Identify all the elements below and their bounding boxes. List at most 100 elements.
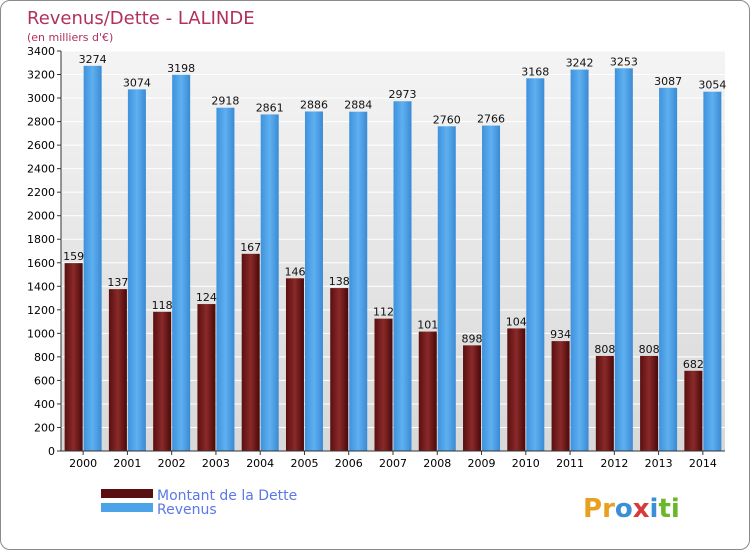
logo-letter: x — [633, 494, 650, 524]
y-tick-label: 2400 — [27, 163, 55, 176]
y-tick-label: 2000 — [27, 210, 55, 223]
gridlines — [61, 50, 725, 452]
bar-dette — [330, 288, 349, 451]
data-label: 898 — [462, 332, 483, 345]
legend-label: Montant de la Dette — [157, 488, 297, 504]
bar-revenus — [570, 69, 589, 452]
x-tick-label: 2005 — [290, 457, 318, 470]
data-label: 808 — [594, 343, 615, 356]
logo-letter: i — [671, 494, 680, 524]
x-tick-label: 2001 — [113, 457, 141, 470]
bar-dette — [640, 355, 659, 451]
proxiti-logo: Proxiti — [583, 494, 680, 524]
bar-dette — [374, 318, 393, 451]
x-tick-label: 2010 — [512, 457, 540, 470]
data-label: 3198 — [167, 62, 195, 75]
bar-revenus — [703, 91, 722, 452]
bar-dette — [108, 289, 127, 451]
bar-revenus — [659, 87, 678, 451]
bar-revenus — [83, 65, 102, 451]
x-tick-label: 2000 — [69, 457, 97, 470]
data-label: 3253 — [610, 55, 638, 68]
bar-dette — [64, 263, 83, 451]
logo-letter: i — [650, 494, 659, 524]
x-tick-label: 2007 — [379, 457, 407, 470]
bar-revenus — [260, 114, 279, 451]
data-label: 2884 — [344, 99, 372, 112]
y-tick-label: 1800 — [27, 233, 55, 246]
x-tick-label: 2013 — [645, 457, 673, 470]
data-label: 167 — [240, 241, 261, 254]
x-tick-label: 2012 — [600, 457, 628, 470]
data-label: 101 — [417, 319, 438, 332]
x-tick-label: 2006 — [335, 457, 363, 470]
bar-revenus — [526, 78, 545, 451]
x-tick-label: 2004 — [246, 457, 274, 470]
y-tick-label: 1600 — [27, 257, 55, 270]
logo-letter: o — [615, 494, 633, 524]
x-tick-label: 2002 — [158, 457, 186, 470]
logo-letter: t — [658, 494, 670, 524]
y-tick-label: 1200 — [27, 304, 55, 317]
data-label: 3242 — [566, 57, 594, 70]
x-tick-label: 2014 — [689, 457, 717, 470]
data-label: 3074 — [123, 76, 151, 89]
x-tick-label: 2008 — [423, 457, 451, 470]
data-label: 682 — [683, 358, 704, 371]
data-label: 2918 — [211, 95, 239, 108]
chart-subtitle: (en milliers d'€) — [27, 31, 113, 44]
bar-dette — [595, 355, 614, 451]
bar-revenus — [482, 125, 501, 452]
bar-dette — [241, 253, 260, 451]
bar-revenus — [216, 107, 235, 452]
bar-dette — [551, 341, 570, 451]
data-label: 3054 — [698, 79, 726, 92]
y-tick-label: 1400 — [27, 280, 55, 293]
data-label: 104 — [506, 315, 527, 328]
data-label: 2973 — [389, 88, 417, 101]
data-label: 2886 — [300, 98, 328, 111]
bar-dette — [153, 311, 172, 451]
legend-swatch — [101, 503, 153, 512]
y-tick-label: 0 — [48, 445, 55, 458]
axes: 0 200 400 600 800 1000 1200 1400 1600 1800 2000 220… — [27, 45, 725, 470]
data-label: 3274 — [79, 53, 107, 66]
bar-revenus — [349, 111, 368, 452]
data-label: 159 — [63, 250, 84, 263]
bar-dette — [285, 278, 304, 451]
y-tick-label: 2600 — [27, 139, 55, 152]
data-label: 2766 — [477, 113, 505, 126]
data-label: 118 — [152, 299, 173, 312]
data-labels: 159 3274 137 3074 118 3198 124 2918 167 2861 146 28… — [63, 53, 726, 371]
y-tick-label: 3000 — [27, 92, 55, 105]
y-tick-label: 200 — [34, 421, 55, 434]
bar-revenus — [393, 101, 412, 451]
y-tick-label: 2800 — [27, 116, 55, 129]
x-tick-label: 2003 — [202, 457, 230, 470]
bar-dette — [418, 331, 437, 451]
bar-revenus — [304, 111, 323, 452]
data-label: 124 — [196, 291, 217, 304]
x-tick-label: 2011 — [556, 457, 584, 470]
plot-area — [61, 51, 725, 451]
y-tick-label: 800 — [34, 351, 55, 364]
data-label: 137 — [107, 276, 128, 289]
bar-revenus — [127, 89, 146, 452]
logo-letter: r — [602, 494, 615, 524]
data-label: 934 — [550, 328, 571, 341]
chart-title: Revenus/Dette - LALINDE — [27, 8, 255, 29]
data-label: 808 — [639, 343, 660, 356]
y-tick-label: 2200 — [27, 186, 55, 199]
x-tick-label: 2009 — [468, 457, 496, 470]
y-tick-label: 3400 — [27, 45, 55, 58]
y-tick-label: 400 — [34, 398, 55, 411]
bar-dette — [197, 304, 216, 451]
bar-revenus — [437, 126, 456, 451]
bar-revenus — [172, 74, 191, 451]
y-tick-label: 600 — [34, 374, 55, 387]
bar-revenus — [614, 68, 633, 451]
legend-swatch — [101, 489, 153, 498]
